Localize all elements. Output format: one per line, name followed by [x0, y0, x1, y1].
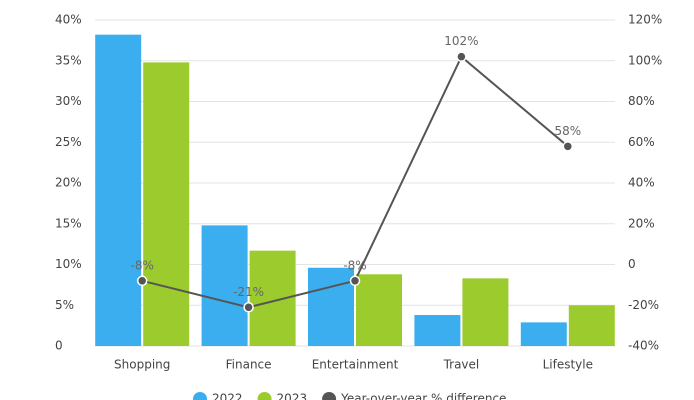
bar [462, 278, 509, 346]
y2-tick-label: 0 [628, 257, 636, 271]
x-tick-label: Entertainment [312, 358, 399, 372]
bar [143, 62, 190, 346]
data-label: -8% [131, 258, 154, 272]
y2-tick-label: 120% [628, 13, 662, 27]
line-point [136, 275, 148, 287]
bar [201, 225, 248, 346]
data-label: 58% [554, 124, 581, 138]
y-tick-label: 10% [55, 257, 82, 271]
data-label: -8% [343, 258, 366, 272]
line-point [562, 141, 574, 152]
legend-marker [257, 392, 272, 400]
y-tick-label: 40% [55, 13, 82, 27]
line-point [243, 302, 254, 313]
y-tick-label: 25% [55, 135, 82, 149]
y-tick-label: 0 [55, 339, 63, 353]
y2-tick-label: 100% [628, 53, 662, 67]
y-tick-label: 15% [55, 216, 82, 230]
y-tick-label: 30% [55, 94, 82, 108]
data-label: 102% [444, 34, 478, 48]
y-tick-label: 5% [55, 298, 74, 312]
line-point [349, 275, 361, 287]
y-tick-label: 20% [55, 176, 82, 190]
y2-tick-label: 80% [628, 94, 655, 108]
line-point [456, 51, 467, 62]
data-label: -21% [233, 285, 264, 299]
y2-tick-label: -40% [628, 339, 659, 353]
bar [414, 315, 461, 346]
bar [568, 305, 615, 346]
legend-marker [322, 392, 337, 400]
legend-marker [193, 392, 207, 400]
x-tick-label: Finance [226, 358, 272, 372]
y2-tick-label: -20% [628, 298, 659, 312]
legend-label: 2022 [212, 392, 243, 400]
bar [308, 267, 354, 346]
bar [95, 34, 142, 347]
x-tick-label: Lifestyle [543, 358, 593, 372]
x-tick-label: Shopping [114, 358, 170, 372]
y2-tick-label: 20% [628, 216, 655, 230]
x-tick-label: Travel [443, 358, 480, 372]
bar [356, 274, 402, 346]
bar [520, 322, 567, 346]
y-tick-label: 35% [55, 53, 82, 67]
y2-tick-label: 40% [628, 176, 655, 190]
legend-label: 2023 [277, 392, 308, 400]
legend-label: Year-over-year % difference [340, 392, 506, 400]
y2-tick-label: 60% [628, 135, 655, 149]
